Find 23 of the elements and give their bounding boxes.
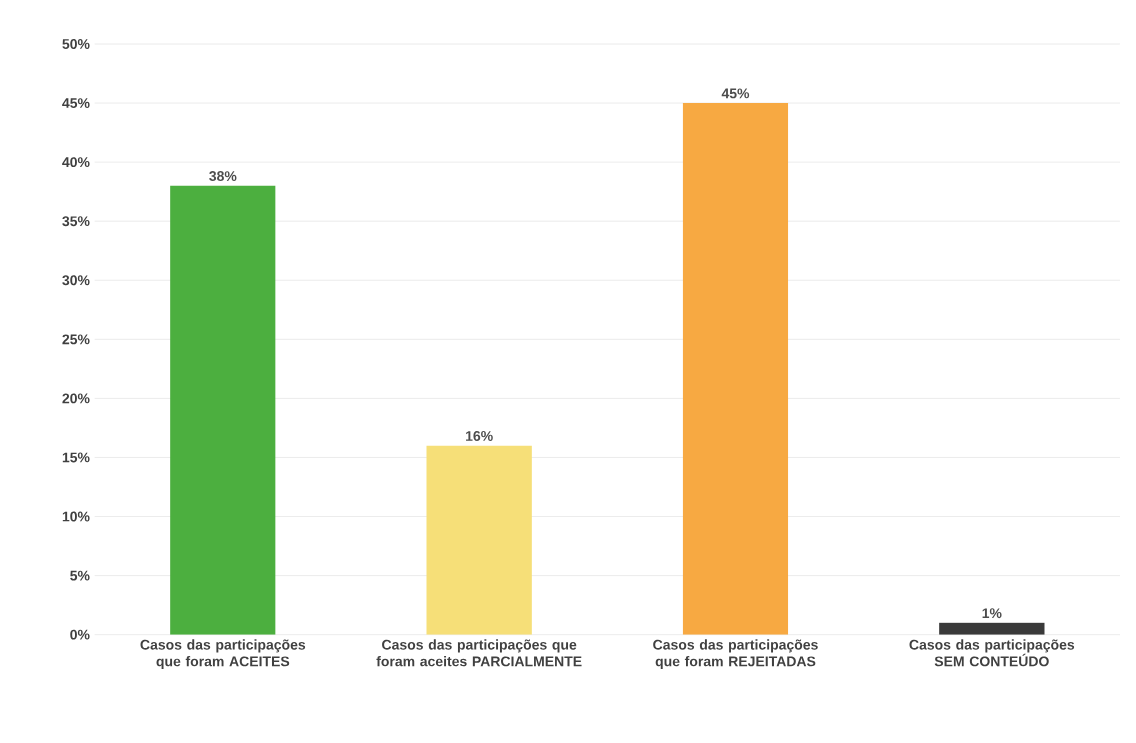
bar — [170, 185, 276, 635]
y-tick-label: 45% — [62, 98, 90, 109]
x-tick-label: Casos das participações que foram ACEITES — [140, 639, 306, 670]
x-tick-label: Casos das participações que foram aceites PARCIALMENTE — [376, 639, 582, 667]
data-label: 1% — [982, 608, 1002, 619]
y-tick-label: 35% — [62, 216, 90, 227]
x-tick-label: Casos das participações SEM CONTEÚDO — [909, 639, 1075, 667]
data-label: 38% — [209, 171, 237, 182]
y-tick-label: 15% — [62, 452, 90, 463]
y-tick-label: 30% — [62, 275, 90, 286]
bar — [939, 623, 1045, 635]
bar — [682, 103, 789, 635]
data-label: 45% — [721, 88, 750, 99]
y-tick-label: 5% — [70, 570, 90, 581]
y-tick-label: 25% — [62, 334, 90, 345]
x-tick-label: Casos das participações que foram REJEITADAS — [653, 639, 818, 670]
y-tick-label: 40% — [62, 157, 90, 168]
y-tick-label: 20% — [62, 393, 90, 404]
bar — [426, 445, 532, 635]
data-label: 16% — [466, 431, 493, 442]
y-tick-label: 50% — [62, 39, 90, 50]
y-tick-label: 0% — [70, 629, 90, 640]
y-tick-label: 10% — [62, 511, 90, 522]
